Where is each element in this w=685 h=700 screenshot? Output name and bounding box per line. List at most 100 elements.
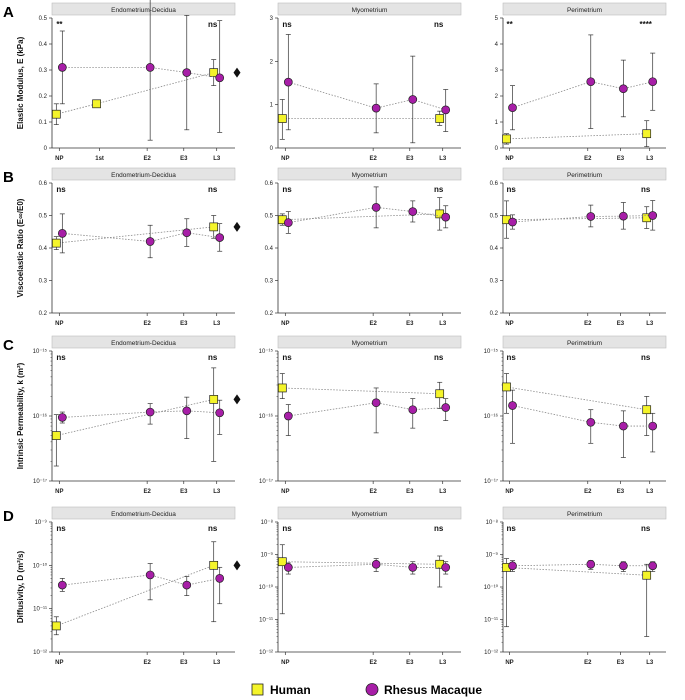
x-tick-label: L3 <box>646 321 654 327</box>
x-tick-label: E2 <box>369 156 377 162</box>
panel-title: Perimetrium <box>567 7 602 14</box>
rhesus-point <box>441 105 451 115</box>
rhesus-series-line <box>62 410 220 418</box>
x-tick-label: L3 <box>213 156 221 162</box>
y-tick-label: 0 <box>44 146 48 152</box>
panel-header <box>277 506 462 520</box>
significance-left: ns <box>282 185 292 194</box>
significance-right: ns <box>641 353 651 362</box>
panel-header <box>277 2 462 16</box>
diamond-marker <box>233 221 241 232</box>
panel-r2-c2: Perimetrium 10⁻¹⁷ 10⁻¹⁶ 10⁻¹⁵ NP E2 E3 L3 ns ns <box>484 335 667 495</box>
x-tick-label: NP <box>281 489 289 495</box>
y-tick-label: 2 <box>495 94 499 100</box>
panel-title: Myometrium <box>352 172 388 179</box>
y-tick-label: 0.3 <box>39 68 48 74</box>
human-point <box>209 560 219 570</box>
rhesus-point <box>57 413 67 422</box>
human-series-line <box>282 387 440 395</box>
human-series-line <box>56 399 214 436</box>
human-point <box>51 621 61 631</box>
rhesus-point <box>215 73 225 83</box>
human-point <box>642 129 652 139</box>
x-tick-label: L3 <box>646 489 654 495</box>
human-series-line <box>282 561 440 565</box>
rhesus-point <box>648 421 658 431</box>
y-tick-label: 0.4 <box>39 42 48 48</box>
row-letter: C <box>3 337 14 354</box>
diamond-marker <box>233 394 241 405</box>
panel-title: Myometrium <box>352 340 388 347</box>
panel-header <box>51 506 236 520</box>
y-tick-label: 1 <box>495 120 499 126</box>
y-tick-label: 0.5 <box>39 16 48 22</box>
rhesus-series-line <box>512 81 653 109</box>
x-tick-label: NP <box>55 321 63 327</box>
panel-r3-c1: Myometrium 10⁻¹² 10⁻¹¹ 10⁻¹⁰ 10⁻⁹ 10⁻⁸ NP E2 E3 L… <box>259 506 462 666</box>
y-tick-label: 0 <box>495 146 499 152</box>
x-tick-label: E3 <box>617 489 625 495</box>
significance-left: ns <box>507 185 517 194</box>
human-series-line <box>282 213 440 221</box>
y-tick-label: 1 <box>270 103 274 109</box>
x-tick-label: E2 <box>584 489 592 495</box>
panel-title: Perimetrium <box>567 511 602 518</box>
x-tick-label: L3 <box>439 321 447 327</box>
rhesus-point <box>182 580 192 590</box>
rhesus-point <box>182 68 192 77</box>
y-tick-label: 0.3 <box>39 279 48 285</box>
y-tick-label: 10⁻¹⁵ <box>33 348 48 355</box>
rhesus-point <box>648 77 658 87</box>
rhesus-point <box>371 398 381 408</box>
rhesus-point <box>586 417 596 427</box>
y-tick-label: 10⁻¹² <box>484 650 498 656</box>
y-tick-label: 10⁻⁹ <box>35 519 48 526</box>
y-tick-label: 10⁻¹¹ <box>484 618 498 624</box>
rhesus-point <box>408 405 418 415</box>
y-tick-label: 3 <box>495 68 499 74</box>
panel-title: Perimetrium <box>567 172 602 179</box>
x-tick-label: E3 <box>617 321 625 327</box>
x-tick-label: L3 <box>439 660 447 666</box>
y-tick-label: 0.2 <box>490 311 499 317</box>
x-tick-label: E2 <box>584 156 592 162</box>
human-point <box>435 389 445 399</box>
x-tick-label: E2 <box>143 156 151 162</box>
x-tick-label: NP <box>55 489 63 495</box>
rhesus-point <box>215 233 225 242</box>
human-point <box>209 68 219 77</box>
y-tick-label: 0.5 <box>39 214 48 220</box>
human-point <box>209 395 219 404</box>
x-tick-label: E2 <box>369 660 377 666</box>
human-point <box>277 383 287 393</box>
rhesus-series-line <box>288 402 446 417</box>
x-tick-label: L3 <box>213 321 221 327</box>
x-tick-label: E3 <box>180 321 188 327</box>
rhesus-series-line <box>512 563 653 567</box>
panel-header <box>277 167 462 181</box>
y-tick-label: 10⁻¹⁶ <box>33 413 48 420</box>
y-tick-label: 0.4 <box>39 246 48 252</box>
y-tick-label: 3 <box>270 16 274 22</box>
rhesus-point <box>182 228 192 238</box>
rhesus-point <box>145 63 155 72</box>
significance-right: ns <box>434 20 444 29</box>
x-tick-label: E2 <box>143 321 151 327</box>
x-tick-label: E3 <box>406 321 414 327</box>
significance-right: ns <box>434 185 444 194</box>
x-tick-label: L3 <box>646 660 654 666</box>
human-series-line <box>506 567 647 576</box>
y-tick-label: 10⁻¹⁷ <box>259 478 273 485</box>
rhesus-point <box>283 218 293 227</box>
x-tick-label: L3 <box>439 489 447 495</box>
row-letter: D <box>3 508 14 525</box>
y-tick-label: 4 <box>495 42 499 48</box>
x-tick-label: E3 <box>406 660 414 666</box>
human-series-line <box>506 133 647 140</box>
panel-r2-c1: Myometrium 10⁻¹⁷ 10⁻¹⁶ 10⁻¹⁵ NP E2 E3 L3 ns ns <box>259 335 462 495</box>
rhesus-point <box>508 103 517 113</box>
y-tick-label: 0.6 <box>39 181 48 187</box>
y-tick-label: 10⁻¹¹ <box>33 607 47 613</box>
